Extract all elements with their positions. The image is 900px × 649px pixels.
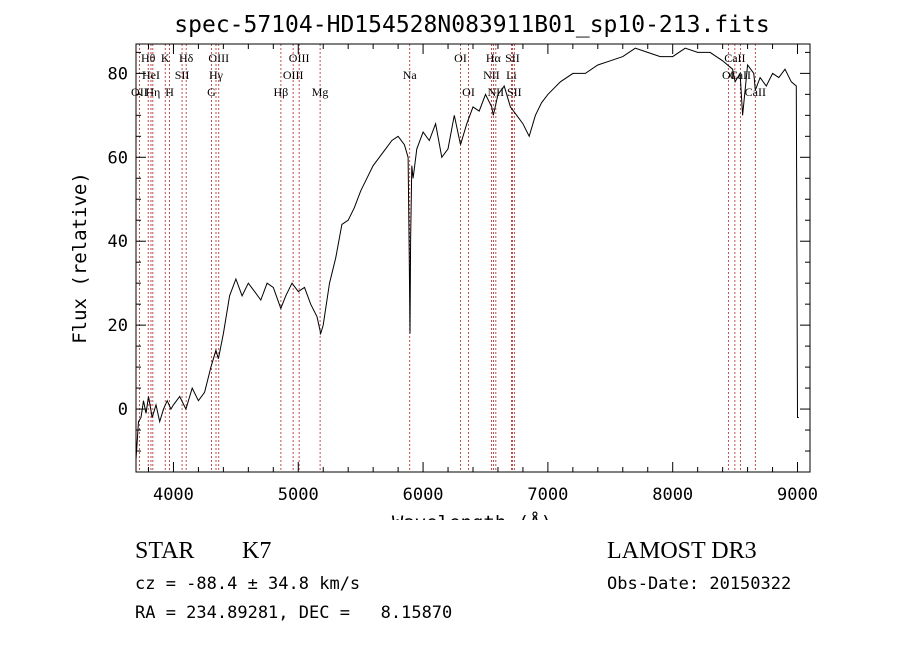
line-marker-label: Hδ [179, 51, 194, 65]
x-tick-label: 7000 [527, 485, 568, 505]
spectrum-plot: spec-57104-HD154528N083911B01_sp10-213.f… [69, 12, 818, 520]
line-marker-label: G [207, 85, 216, 99]
line-marker-label: CaII [724, 51, 745, 65]
ra-dec: RA = 234.89281, DEC = 8.15870 [135, 603, 453, 623]
x-tick-label: 8000 [652, 485, 693, 505]
line-marker-label: OI [454, 51, 467, 65]
line-marker-label: OI [722, 68, 735, 82]
line-marker-label: Hθ [141, 51, 156, 65]
y-tick-label: 80 [108, 64, 128, 84]
line-markers [138, 44, 756, 472]
survey-label: LAMOST DR3 [607, 538, 757, 564]
spectrum-line [135, 47, 799, 460]
y-axis-ticks: 0 20 40 60 80 [108, 51, 810, 452]
x-axis-label: Wavelength (Å) [392, 511, 552, 520]
line-marker-label: OI [462, 85, 475, 99]
subclass-label: K7 [242, 538, 272, 564]
y-tick-label: 20 [108, 316, 128, 336]
line-marker-label: Na [403, 68, 418, 82]
line-marker-label: NII [483, 68, 500, 82]
line-marker-label: HeI [142, 68, 160, 82]
line-marker-label: SII [507, 85, 522, 99]
redshift-value: cz = -88.4 ± 34.8 km/s [135, 574, 361, 594]
line-marker-label: Hη [145, 85, 160, 99]
x-axis-ticks: 4000 5000 6000 7000 8000 9000 [147, 44, 818, 505]
x-tick-label: 5000 [278, 485, 319, 505]
line-marker-label: Hβ [274, 85, 289, 99]
line-marker-label: SII [505, 51, 520, 65]
line-marker-label: NII [488, 85, 505, 99]
line-marker-label: OII [131, 85, 148, 99]
line-marker-label: H [165, 85, 174, 99]
x-tick-label: 6000 [403, 485, 444, 505]
line-marker-label: OIII [289, 51, 310, 65]
line-marker-label: CaII [745, 85, 766, 99]
line-marker-label: Hγ [209, 68, 224, 82]
line-marker-label: Li [506, 68, 517, 82]
line-marker-label: K [161, 51, 170, 65]
y-axis-label: Flux (relative) [69, 172, 91, 344]
y-tick-label: 40 [108, 232, 128, 252]
obs-date: Obs-Date: 20150322 [607, 574, 792, 594]
y-tick-label: 60 [108, 148, 128, 168]
line-marker-label: OIII [208, 51, 229, 65]
line-marker-label: Mg [312, 85, 329, 99]
line-marker-label: Hα [486, 51, 502, 65]
x-tick-label: 4000 [153, 485, 194, 505]
line-marker-label: OIII [283, 68, 304, 82]
line-marker-label: SII [175, 68, 190, 82]
x-tick-label: 9000 [777, 485, 818, 505]
y-tick-label: 0 [118, 400, 128, 420]
chart-title: spec-57104-HD154528N083911B01_sp10-213.f… [174, 12, 769, 38]
class-label: STAR [135, 538, 195, 564]
